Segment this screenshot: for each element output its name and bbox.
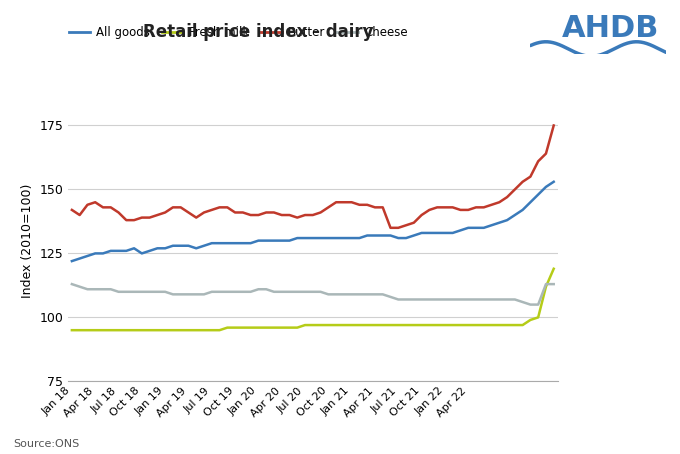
All goods — [549, 179, 558, 184]
All goods — [293, 235, 301, 241]
All goods — [216, 241, 224, 246]
Butter — [309, 212, 317, 218]
Cheese — [309, 289, 317, 295]
Line: All goods: All goods — [72, 182, 554, 261]
Butter — [68, 207, 76, 212]
All goods — [309, 235, 317, 241]
Line: Fresh milk: Fresh milk — [72, 269, 554, 330]
Y-axis label: Index (2010=100): Index (2010=100) — [20, 183, 34, 298]
Butter — [200, 210, 208, 215]
Butter — [410, 220, 418, 226]
Fresh milk — [68, 327, 76, 333]
Cheese — [200, 291, 208, 297]
Butter — [549, 123, 558, 128]
Fresh milk — [402, 322, 410, 328]
All goods — [200, 243, 208, 248]
Cheese — [216, 289, 224, 295]
Cheese — [549, 281, 558, 287]
All goods — [68, 258, 76, 264]
Line: Cheese: Cheese — [72, 284, 554, 305]
Cheese — [542, 281, 550, 287]
Fresh milk — [216, 327, 224, 333]
Text: Retail price index - dairy: Retail price index - dairy — [143, 23, 373, 41]
Cheese — [293, 289, 301, 295]
Butter — [542, 151, 550, 156]
Cheese — [68, 281, 76, 287]
Fresh milk — [200, 327, 208, 333]
Line: Butter: Butter — [72, 125, 554, 228]
Fresh milk — [542, 284, 550, 289]
Fresh milk — [309, 322, 317, 328]
Legend: All goods, Fresh milk, Butter, Cheese: All goods, Fresh milk, Butter, Cheese — [64, 21, 413, 44]
Text: AHDB: AHDB — [562, 14, 660, 43]
Fresh milk — [293, 325, 301, 331]
Cheese — [526, 302, 534, 307]
Butter — [216, 205, 224, 210]
Cheese — [402, 297, 410, 302]
Fresh milk — [549, 266, 558, 271]
All goods — [542, 184, 550, 190]
Butter — [386, 225, 394, 231]
Text: Source:ONS: Source:ONS — [14, 439, 80, 449]
All goods — [402, 235, 410, 241]
Butter — [293, 215, 301, 220]
